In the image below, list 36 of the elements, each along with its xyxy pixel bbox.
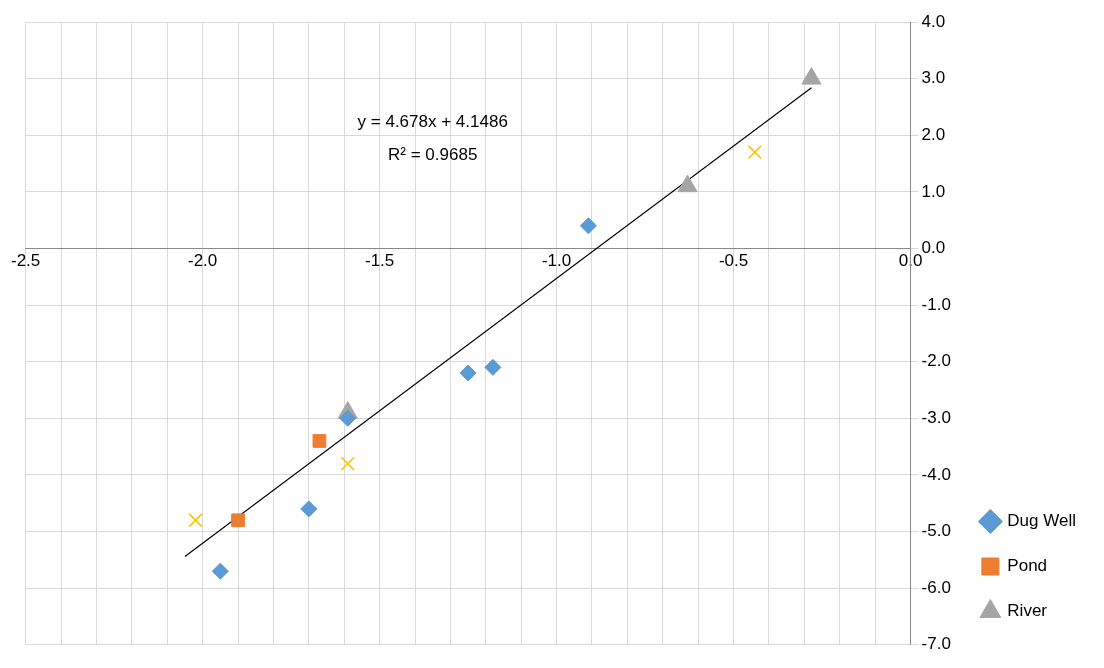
x-tick-label: -2.0 <box>187 251 218 271</box>
point <box>747 145 762 160</box>
y-tick-label: -7.0 <box>921 634 951 654</box>
point <box>340 456 355 471</box>
point <box>211 562 229 580</box>
y-tick-label: 1.0 <box>921 181 946 201</box>
x-tick-label: -1.5 <box>364 251 395 271</box>
point <box>339 409 357 427</box>
legend-label: Dug Well <box>1007 511 1076 531</box>
y-tick-label: 0.0 <box>921 238 946 258</box>
y-tick-label: -3.0 <box>921 408 951 428</box>
x-tick-label: -2.5 <box>11 251 41 271</box>
x-tick-label: -0.5 <box>718 251 749 271</box>
annotation: R² = 0.9685 <box>388 145 478 164</box>
y-tick-label: -6.0 <box>921 577 951 597</box>
legend-label: River <box>1007 601 1048 621</box>
y-tick-label: 4.0 <box>921 11 946 31</box>
point <box>579 217 597 235</box>
x-tick-label: 0.0 <box>898 251 923 271</box>
annotation: y = 4.678x + 4.1486 <box>357 112 508 131</box>
point <box>188 513 203 528</box>
point <box>312 434 327 448</box>
y-tick-label: -2.0 <box>921 351 951 371</box>
point <box>459 364 477 382</box>
x-tick-label: -1.0 <box>541 251 572 271</box>
point <box>300 500 318 518</box>
point <box>231 513 245 528</box>
y-tick-label: -4.0 <box>921 464 951 484</box>
legend-label: Pond <box>1007 556 1048 576</box>
point <box>801 67 822 85</box>
point <box>484 358 502 376</box>
y-tick-label: 3.0 <box>921 68 946 88</box>
y-tick-label: 2.0 <box>921 124 946 144</box>
y-tick-label: -5.0 <box>921 521 951 541</box>
point <box>677 174 698 193</box>
y-tick-label: -1.0 <box>921 294 951 314</box>
